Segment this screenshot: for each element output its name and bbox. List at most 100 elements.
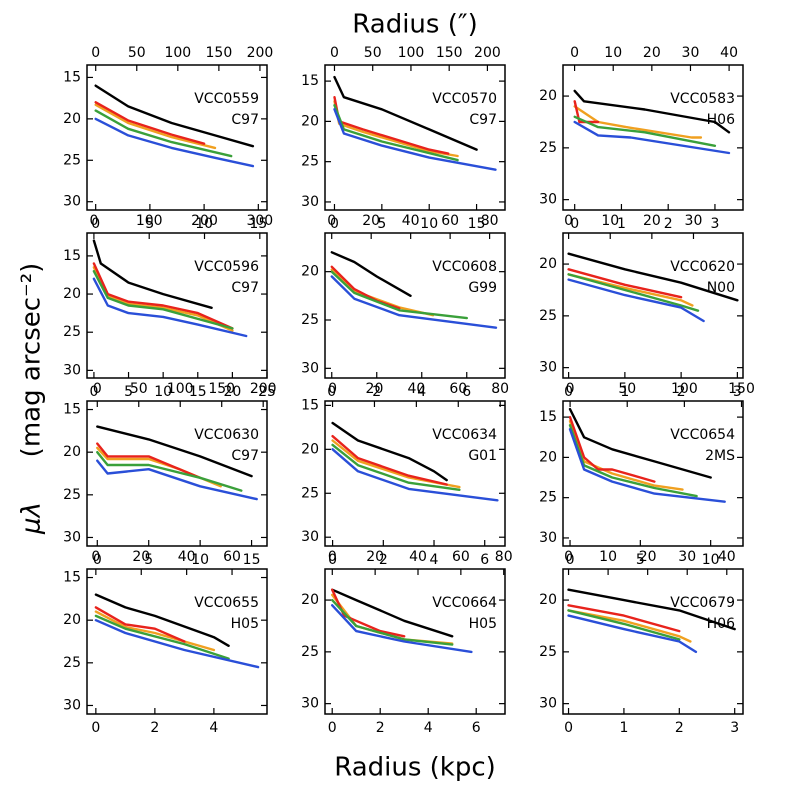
galaxy-label: VCC0655 bbox=[194, 595, 259, 611]
profile-line bbox=[94, 614, 230, 660]
y-tick-label: 20 bbox=[539, 592, 557, 608]
profile-line bbox=[331, 421, 448, 482]
source-label: H06 bbox=[707, 112, 735, 128]
plot-area bbox=[94, 84, 255, 168]
panel-frame bbox=[562, 232, 744, 379]
x-tick-label: 2 bbox=[675, 720, 684, 736]
x2-tick-label: 0 bbox=[328, 549, 337, 565]
x-tick-label: 3 bbox=[730, 720, 739, 736]
profile-line bbox=[92, 270, 234, 330]
x2-tick-label: 40 bbox=[402, 213, 420, 229]
galaxy-label: VCC0634 bbox=[432, 427, 497, 443]
y-tick-label: 20 bbox=[63, 444, 81, 460]
y-tick-label: 30 bbox=[63, 529, 81, 545]
x2-tick-label: 20 bbox=[366, 549, 384, 565]
panel-frame bbox=[324, 568, 506, 715]
x2-tick-label: 40 bbox=[720, 45, 738, 61]
x2-tick-label: 50 bbox=[364, 45, 382, 61]
y-tick-label: 20 bbox=[301, 441, 319, 457]
panel-frame bbox=[86, 400, 268, 547]
x2-tick-label: 150 bbox=[206, 45, 233, 61]
plot-area bbox=[331, 421, 499, 502]
x2-tick-label: 60 bbox=[449, 381, 467, 397]
x-tick-label: 5 bbox=[144, 552, 153, 568]
x2-tick-label: 0 bbox=[570, 45, 579, 61]
x2-tick-label: 80 bbox=[495, 549, 513, 565]
profile-line bbox=[567, 588, 736, 631]
bottom-axis-title: Radius (kpc) bbox=[334, 753, 496, 783]
plot-area bbox=[331, 588, 473, 654]
y-tick-label: 20 bbox=[63, 612, 81, 628]
panel-frame bbox=[324, 232, 506, 379]
x2-tick-label: 0 bbox=[93, 381, 102, 397]
y-tick-label: 20 bbox=[301, 113, 319, 129]
x-tick-label: 4 bbox=[424, 720, 433, 736]
source-label: C97 bbox=[231, 280, 259, 296]
x-tick-label: 10 bbox=[195, 216, 213, 232]
profile-line bbox=[92, 277, 248, 338]
galaxy-label: VCC0596 bbox=[194, 259, 259, 275]
x-tick-label: 0 bbox=[564, 384, 573, 400]
plot-area bbox=[94, 593, 260, 669]
x-tick-label: 20 bbox=[223, 384, 241, 400]
y-tick-label: 30 bbox=[301, 360, 319, 376]
profile-line bbox=[567, 273, 700, 312]
profile-line bbox=[573, 100, 600, 124]
galaxy-label: VCC0620 bbox=[670, 259, 735, 275]
x-tick-label: 0 bbox=[93, 552, 102, 568]
y-tick-label: 30 bbox=[63, 697, 81, 713]
profile-line bbox=[573, 120, 731, 155]
x-tick-label: 10 bbox=[154, 384, 172, 400]
x2-tick-label: 200 bbox=[474, 45, 501, 61]
source-label: H05 bbox=[469, 616, 497, 632]
x2-tick-label: 100 bbox=[167, 381, 194, 397]
x2-tick-label: 150 bbox=[436, 45, 463, 61]
y-tick-label: 20 bbox=[63, 286, 81, 302]
profile-line bbox=[568, 428, 726, 503]
y-tick-label: 20 bbox=[301, 592, 319, 608]
source-label: C97 bbox=[231, 112, 259, 128]
x2-tick-label: 0 bbox=[330, 45, 339, 61]
x-tick-label: 0 bbox=[330, 216, 339, 232]
source-label: 2MS bbox=[705, 448, 735, 464]
x-tick-label: 15 bbox=[243, 552, 261, 568]
y-tick-label: 25 bbox=[63, 152, 81, 168]
x-tick-label: 6 bbox=[480, 552, 489, 568]
x-tick-label: 1 bbox=[620, 384, 629, 400]
y-tick-label: 25 bbox=[539, 308, 557, 324]
y-tick-label: 20 bbox=[539, 88, 557, 104]
y-tick-label: 30 bbox=[539, 530, 557, 546]
profile-line bbox=[573, 89, 731, 134]
x2-tick-label: 0 bbox=[327, 213, 336, 229]
y-tick-label: 25 bbox=[301, 485, 319, 501]
panel-frame bbox=[86, 232, 268, 379]
x2-tick-label: 0 bbox=[91, 45, 100, 61]
x2-tick-label: 40 bbox=[178, 549, 196, 565]
source-label: N00 bbox=[707, 280, 735, 296]
y-tick-label: 15 bbox=[63, 402, 81, 418]
source-label: H06 bbox=[707, 616, 735, 632]
profile-line bbox=[92, 239, 213, 309]
profile-line bbox=[573, 115, 717, 147]
x2-tick-label: 100 bbox=[136, 213, 163, 229]
plot-area bbox=[567, 252, 739, 323]
profile-line bbox=[333, 108, 497, 171]
profile-line bbox=[331, 604, 473, 654]
profile-line bbox=[568, 415, 656, 483]
x-tick-label: 5 bbox=[636, 552, 645, 568]
plot-area bbox=[573, 89, 731, 155]
x-tick-label: 4 bbox=[430, 552, 439, 568]
x2-tick-label: 0 bbox=[91, 549, 100, 565]
y-tick-label: 15 bbox=[301, 397, 319, 413]
x2-tick-label: 0 bbox=[328, 381, 337, 397]
source-label: C97 bbox=[469, 112, 497, 128]
x2-tick-label: 150 bbox=[728, 381, 755, 397]
profile-line bbox=[567, 609, 692, 643]
profile-line bbox=[331, 588, 406, 638]
x2-tick-label: 40 bbox=[409, 549, 427, 565]
galaxy-label: VCC0679 bbox=[670, 595, 735, 611]
